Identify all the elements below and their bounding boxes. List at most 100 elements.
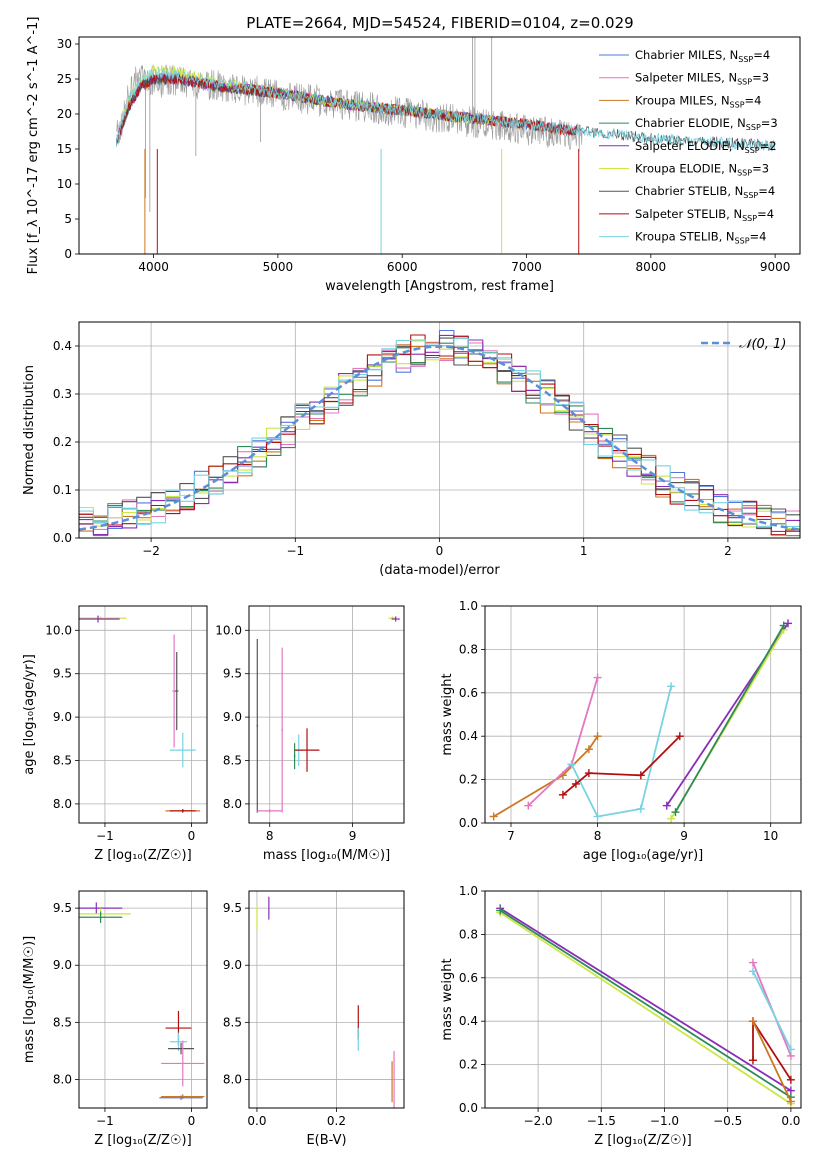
x-tick-label: 4000 <box>138 260 169 274</box>
x-tick-label: 8 <box>266 829 274 843</box>
y-tick-label: 9.0 <box>53 710 72 724</box>
weight-marker <box>489 812 498 821</box>
x-axis-label: wavelength [Angstrom, rest frame] <box>325 279 554 294</box>
y-axis-label: Flux [f_λ 10^-17 erg cm^-2 s^-1 A^-1] <box>26 17 41 275</box>
model-spectrum-chabrier-stelib <box>115 73 776 152</box>
y-tick-label: 0 <box>64 247 72 261</box>
x-axis-label: (data-model)/error <box>379 563 500 578</box>
y-tick-label: 9.0 <box>223 958 242 972</box>
panels: 4000 5000 6000 7000 8000 9000051015202530wave… <box>22 17 802 1148</box>
x-tick-label: −1.5 <box>587 1114 616 1128</box>
weight-marker <box>636 804 645 813</box>
data-point-chabrier-elodie <box>79 911 123 923</box>
legend-label: Kroupa MILES, NSSP=4 <box>635 93 761 109</box>
y-tick-label: 0.2 <box>53 435 72 449</box>
y-tick-label: 8.5 <box>53 1015 72 1029</box>
panel-age-vs-mass: 8 9 8.0 8.5 9.0 9.5 10.0 mass [log₁₀(M/M☉)] <box>215 605 405 863</box>
figure-title: PLATE=2664, MJD=54524, FIBERID=0104, z=0… <box>246 14 633 32</box>
y-axis-label: mass weight <box>440 958 455 1040</box>
y-tick-label: 9.0 <box>223 710 242 724</box>
data-point-chabrier-stelib <box>175 652 179 731</box>
weight-line-kroupa-stelib <box>752 970 792 1050</box>
plot-area <box>79 615 201 813</box>
weight-marker <box>784 619 793 628</box>
legend: Chabrier MILES, NSSP=4 Salpeter MILES, NS… <box>599 48 778 246</box>
weight-line-salpeter-elodie <box>499 907 792 1092</box>
data-point-salpeter-stelib <box>294 728 320 772</box>
y-tick-label: 8.0 <box>223 797 242 811</box>
weight-line-kroupa-miles <box>493 735 599 818</box>
data-point-kroupa-stelib <box>169 1032 188 1051</box>
panel-weight-vs-Z: −2.0 −1.5 −1.0 −0.5 0.0 0.0 0.2 0.4 0.6 0.8 1.0 Z [… <box>440 884 802 1148</box>
data-point-salpeter-miles <box>161 1040 205 1087</box>
weight-line-kroupa-stelib <box>570 686 672 818</box>
y-tick-label: 10.0 <box>215 623 242 637</box>
y-tick-label: 0.0 <box>459 1101 478 1115</box>
legend-label: Chabrier ELODIE, NSSP=3 <box>635 116 778 132</box>
legend: 𝒩(0, 1) <box>701 337 786 352</box>
y-tick-label: 5 <box>64 212 72 226</box>
x-tick-label: 6000 <box>387 260 418 274</box>
y-tick-label: 1.0 <box>459 884 478 898</box>
y-tick-label: 8.5 <box>223 1015 242 1029</box>
legend-label: Chabrier MILES, NSSP=4 <box>635 48 770 64</box>
data-point-chabrier-miles <box>159 1095 203 1101</box>
x-tick-label: −2.0 <box>524 1114 553 1128</box>
y-tick-label: 15 <box>57 142 72 156</box>
x-tick-label: 0 <box>436 544 444 558</box>
x-tick-label: 5000 <box>263 260 294 274</box>
data-point-chabrier-stelib <box>168 1042 195 1055</box>
y-axis-label: Normed distribution <box>22 365 37 495</box>
model-spectrum-kroupa-stelib <box>115 66 776 151</box>
weight-line-kroupa-elodie <box>499 911 792 1105</box>
y-tick-label: 10.0 <box>45 623 72 637</box>
normal-curve <box>79 345 800 531</box>
weight-marker <box>671 808 680 817</box>
x-tick-label: −2 <box>142 544 160 558</box>
x-tick-label: 0 <box>188 1114 196 1128</box>
y-tick-label: 30 <box>57 37 72 51</box>
x-tick-label: 9 <box>680 829 688 843</box>
data-point-salpeter-elodie <box>79 902 123 914</box>
x-axis-label: Z [log₁₀(Z/Z☉)] <box>594 1133 691 1148</box>
y-tick-label: 0.2 <box>459 773 478 787</box>
weight-marker <box>786 1075 795 1084</box>
weight-line-chabrier-elodie <box>674 625 785 813</box>
weight-line-salpeter-stelib <box>562 735 681 796</box>
data-point-salpeter-elodie <box>79 615 120 623</box>
y-tick-label: 9.5 <box>53 667 72 681</box>
y-tick-label: 8.5 <box>53 754 72 768</box>
y-tick-label: 0.4 <box>459 729 478 743</box>
y-tick-label: 9.5 <box>223 667 242 681</box>
panel-residuals: −2 −1 0 1 2 0.0 0.1 0.2 0.3 0.4 (data-model)/error… <box>22 321 801 578</box>
x-tick-label: 9 <box>349 829 357 843</box>
weight-line-chabrier-elodie <box>499 909 792 1098</box>
y-tick-label: 9.5 <box>53 901 72 915</box>
x-tick-label: −1.0 <box>650 1114 679 1128</box>
x-tick-label: 7 <box>507 829 515 843</box>
y-tick-label: 0.0 <box>459 816 478 830</box>
legend-label: 𝒩(0, 1) <box>739 337 786 352</box>
data-point-salpeter-miles <box>281 647 283 813</box>
weight-marker <box>786 1045 795 1054</box>
axes-frame <box>78 605 208 824</box>
axes-frame <box>78 890 208 1109</box>
residual-histogram-salpeter-stelib <box>79 334 800 536</box>
weight-marker <box>593 812 602 821</box>
x-axis-label: E(B-V) <box>306 1133 346 1148</box>
x-tick-label: 0 <box>188 829 196 843</box>
y-tick-label: 9.0 <box>53 958 72 972</box>
y-tick-label: 8.0 <box>223 1072 242 1086</box>
weight-marker <box>748 967 757 976</box>
x-tick-label: 10 <box>763 829 778 843</box>
x-tick-label: −1 <box>96 1114 114 1128</box>
y-tick-label: 0.3 <box>53 387 72 401</box>
panel-mass-vs-Z: −1 0 8.0 8.5 9.0 9.5 Z [log₁₀(Z/Z☉)] mass [log₁… <box>22 890 208 1148</box>
axes-frame <box>78 321 801 539</box>
legend-label: Salpeter STELIB, NSSP=4 <box>635 207 774 223</box>
weight-marker <box>524 801 533 810</box>
y-tick-label: 0.1 <box>53 483 72 497</box>
weight-marker <box>662 801 671 810</box>
data-point-salpeter-elodie <box>391 616 400 622</box>
weight-line-salpeter-miles <box>527 677 599 807</box>
